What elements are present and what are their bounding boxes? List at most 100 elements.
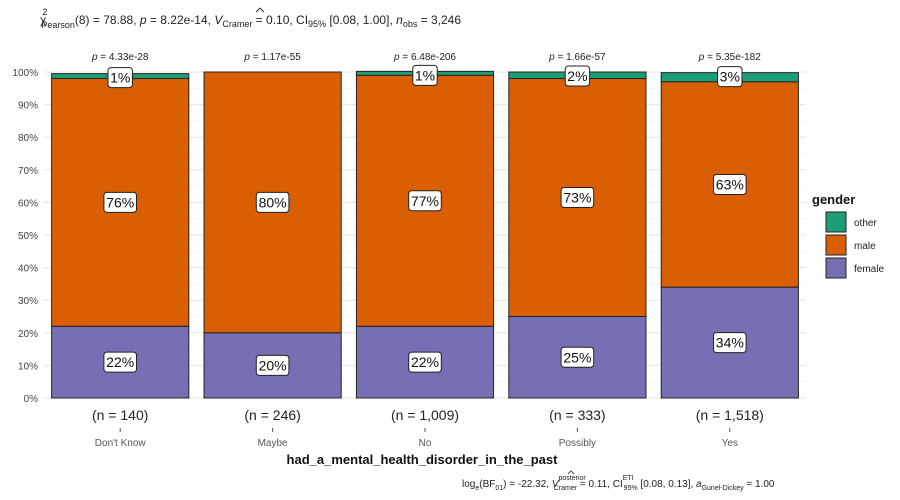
x-axis-title: had_a_mental_health_disorder_in_the_past	[287, 452, 559, 467]
count-label: (n = 333)	[549, 407, 605, 423]
subtitle-v-label: V	[214, 13, 223, 27]
data-label-box	[107, 67, 133, 89]
x-tick-label: No	[419, 438, 432, 449]
legend-key-other	[825, 211, 847, 233]
subtitle-chi-sub: Pearson	[41, 20, 75, 30]
subtitle-ci-value: [0.08, 1.00],	[326, 13, 396, 27]
p-value-label: p = 4.33e-28	[91, 52, 149, 63]
subtitle-n-label: n	[396, 13, 403, 27]
y-tick-label: 30%	[18, 296, 38, 307]
data-label-box	[408, 351, 442, 373]
count-label: (n = 140)	[92, 407, 148, 423]
legend-label: male	[854, 241, 876, 252]
subtitle-v-hat	[255, 7, 265, 13]
caption-bf-sub: 01	[495, 485, 503, 492]
legend-key-male	[825, 234, 847, 256]
caption-v-sup: posterior	[558, 475, 586, 482]
data-label-box	[560, 187, 595, 209]
p-value-letter: p	[393, 52, 400, 63]
data-label-box	[560, 346, 595, 368]
subtitle: χ2 Pearson(8) = 78.88, p = 8.22e-14, VCra…	[40, 7, 461, 30]
legend-label: female	[854, 264, 884, 275]
subtitle-v-value: = 0.10,	[252, 13, 296, 27]
data-label: 22%	[106, 354, 134, 370]
legend-label: other	[854, 218, 877, 229]
caption-v-sub: Cramer	[554, 485, 578, 492]
legend-title: gender	[812, 192, 855, 207]
count-label: (n = 246)	[244, 407, 300, 423]
y-tick-label: 50%	[18, 231, 38, 242]
data-label-box	[103, 191, 137, 213]
y-tick-label: 70%	[18, 166, 38, 177]
y-tick-label: 80%	[18, 133, 38, 144]
y-tick-label: 0%	[24, 394, 39, 405]
subtitle-n-sub: obs	[403, 19, 418, 29]
legend: gender other male female	[812, 192, 884, 279]
data-label-box	[713, 173, 747, 195]
subtitle-n-value: = 3,246	[417, 13, 461, 27]
data-label-box	[255, 191, 290, 213]
bars	[51, 70, 799, 399]
caption-ci-sup: ETI	[623, 475, 634, 482]
legend-key-female	[825, 257, 847, 279]
data-label: 63%	[716, 176, 744, 192]
data-label: 73%	[563, 190, 591, 206]
data-label: 22%	[411, 354, 439, 370]
caption-v-hat	[567, 470, 575, 475]
p-value-number: = 1.17e-55	[250, 52, 301, 63]
data-label-box	[412, 64, 438, 86]
subtitle-stat: (8) = 78.88,	[75, 13, 140, 27]
p-value-label: p = 6.48e-206	[393, 52, 456, 63]
y-tick-label: 100%	[12, 68, 38, 79]
data-label-box	[103, 351, 137, 373]
caption-ci-sub: 95%	[624, 485, 638, 492]
data-label: 25%	[563, 349, 591, 365]
p-value-letter: p	[698, 52, 705, 63]
data-label-box	[255, 354, 290, 376]
data-label: 77%	[411, 193, 439, 209]
subtitle-p-value: = 8.22e-14,	[147, 13, 215, 27]
caption-bf-value: ) = -22.32,	[503, 479, 552, 490]
subtitle-v-sub: Cramer	[222, 19, 252, 29]
p-value-label: p = 1.66e-57	[548, 52, 606, 63]
data-label-box	[717, 66, 743, 88]
caption-ci-label: CI	[613, 479, 623, 490]
subtitle-chi: χ	[40, 13, 47, 27]
data-label: 80%	[259, 194, 287, 210]
p-value-number: = 6.48e-206	[400, 52, 457, 63]
data-label: 1%	[110, 70, 130, 86]
caption-a-value: = 1.00	[744, 479, 775, 490]
p-value-number: = 1.66e-57	[555, 52, 606, 63]
caption-ci-value: [0.08, 0.13],	[638, 479, 696, 490]
p-value-letter: p	[91, 52, 98, 63]
caption-a-sub: Gunel-Dickey	[702, 485, 745, 492]
caption-v-value: = 0.11,	[577, 479, 613, 490]
data-label-box	[713, 332, 747, 354]
p-value-letter: p	[548, 52, 555, 63]
p-value-label: p = 5.35e-182	[698, 52, 761, 63]
data-label: 2%	[567, 68, 587, 84]
x-tick-label: Possibly	[559, 438, 596, 449]
x-tick-label: Don't Know	[95, 438, 147, 449]
count-label: (n = 1,518)	[696, 407, 764, 423]
caption: loge(BF01) = -22.32, Vposterior Cramer = …	[462, 475, 775, 492]
data-label-box	[564, 65, 591, 87]
data-label: 34%	[716, 335, 744, 351]
subtitle-chi-sup: 2	[42, 7, 47, 17]
y-tick-label: 20%	[18, 329, 38, 340]
y-tick-label: 90%	[18, 101, 38, 112]
axes: 0% 10% 20% 30% 40% 50% 60% 70% 80% 90% 100% (n = 14…	[12, 68, 763, 449]
y-tick-label: 40%	[18, 264, 38, 275]
x-tick-label: Maybe	[258, 438, 288, 449]
caption-a-label: a	[696, 479, 702, 490]
y-tick-label: 60%	[18, 198, 38, 209]
p-value-label: p = 1.17e-55	[243, 52, 301, 63]
p-value-number: = 4.33e-28	[98, 52, 149, 63]
count-label: (n = 1,009)	[391, 407, 459, 423]
data-label: 3%	[720, 69, 740, 85]
caption-v-label: V	[552, 479, 560, 490]
data-label: 76%	[106, 194, 134, 210]
data-label: 20%	[259, 357, 287, 373]
p-value-number: = 5.35e-182	[704, 52, 761, 63]
